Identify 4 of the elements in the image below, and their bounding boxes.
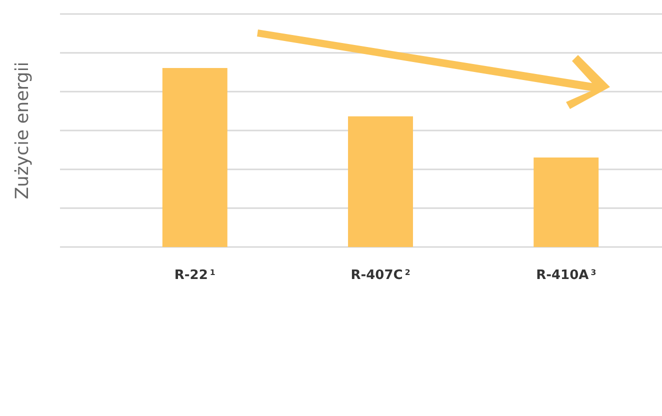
x-tick-label: R-410A$^{3}$ <box>536 268 596 283</box>
x-tick-label: R-22$^{1}$ <box>174 268 216 283</box>
x-tick-label: R-407C$^{2}$ <box>350 268 410 283</box>
y-axis-title: Zużycie energii <box>12 62 33 200</box>
